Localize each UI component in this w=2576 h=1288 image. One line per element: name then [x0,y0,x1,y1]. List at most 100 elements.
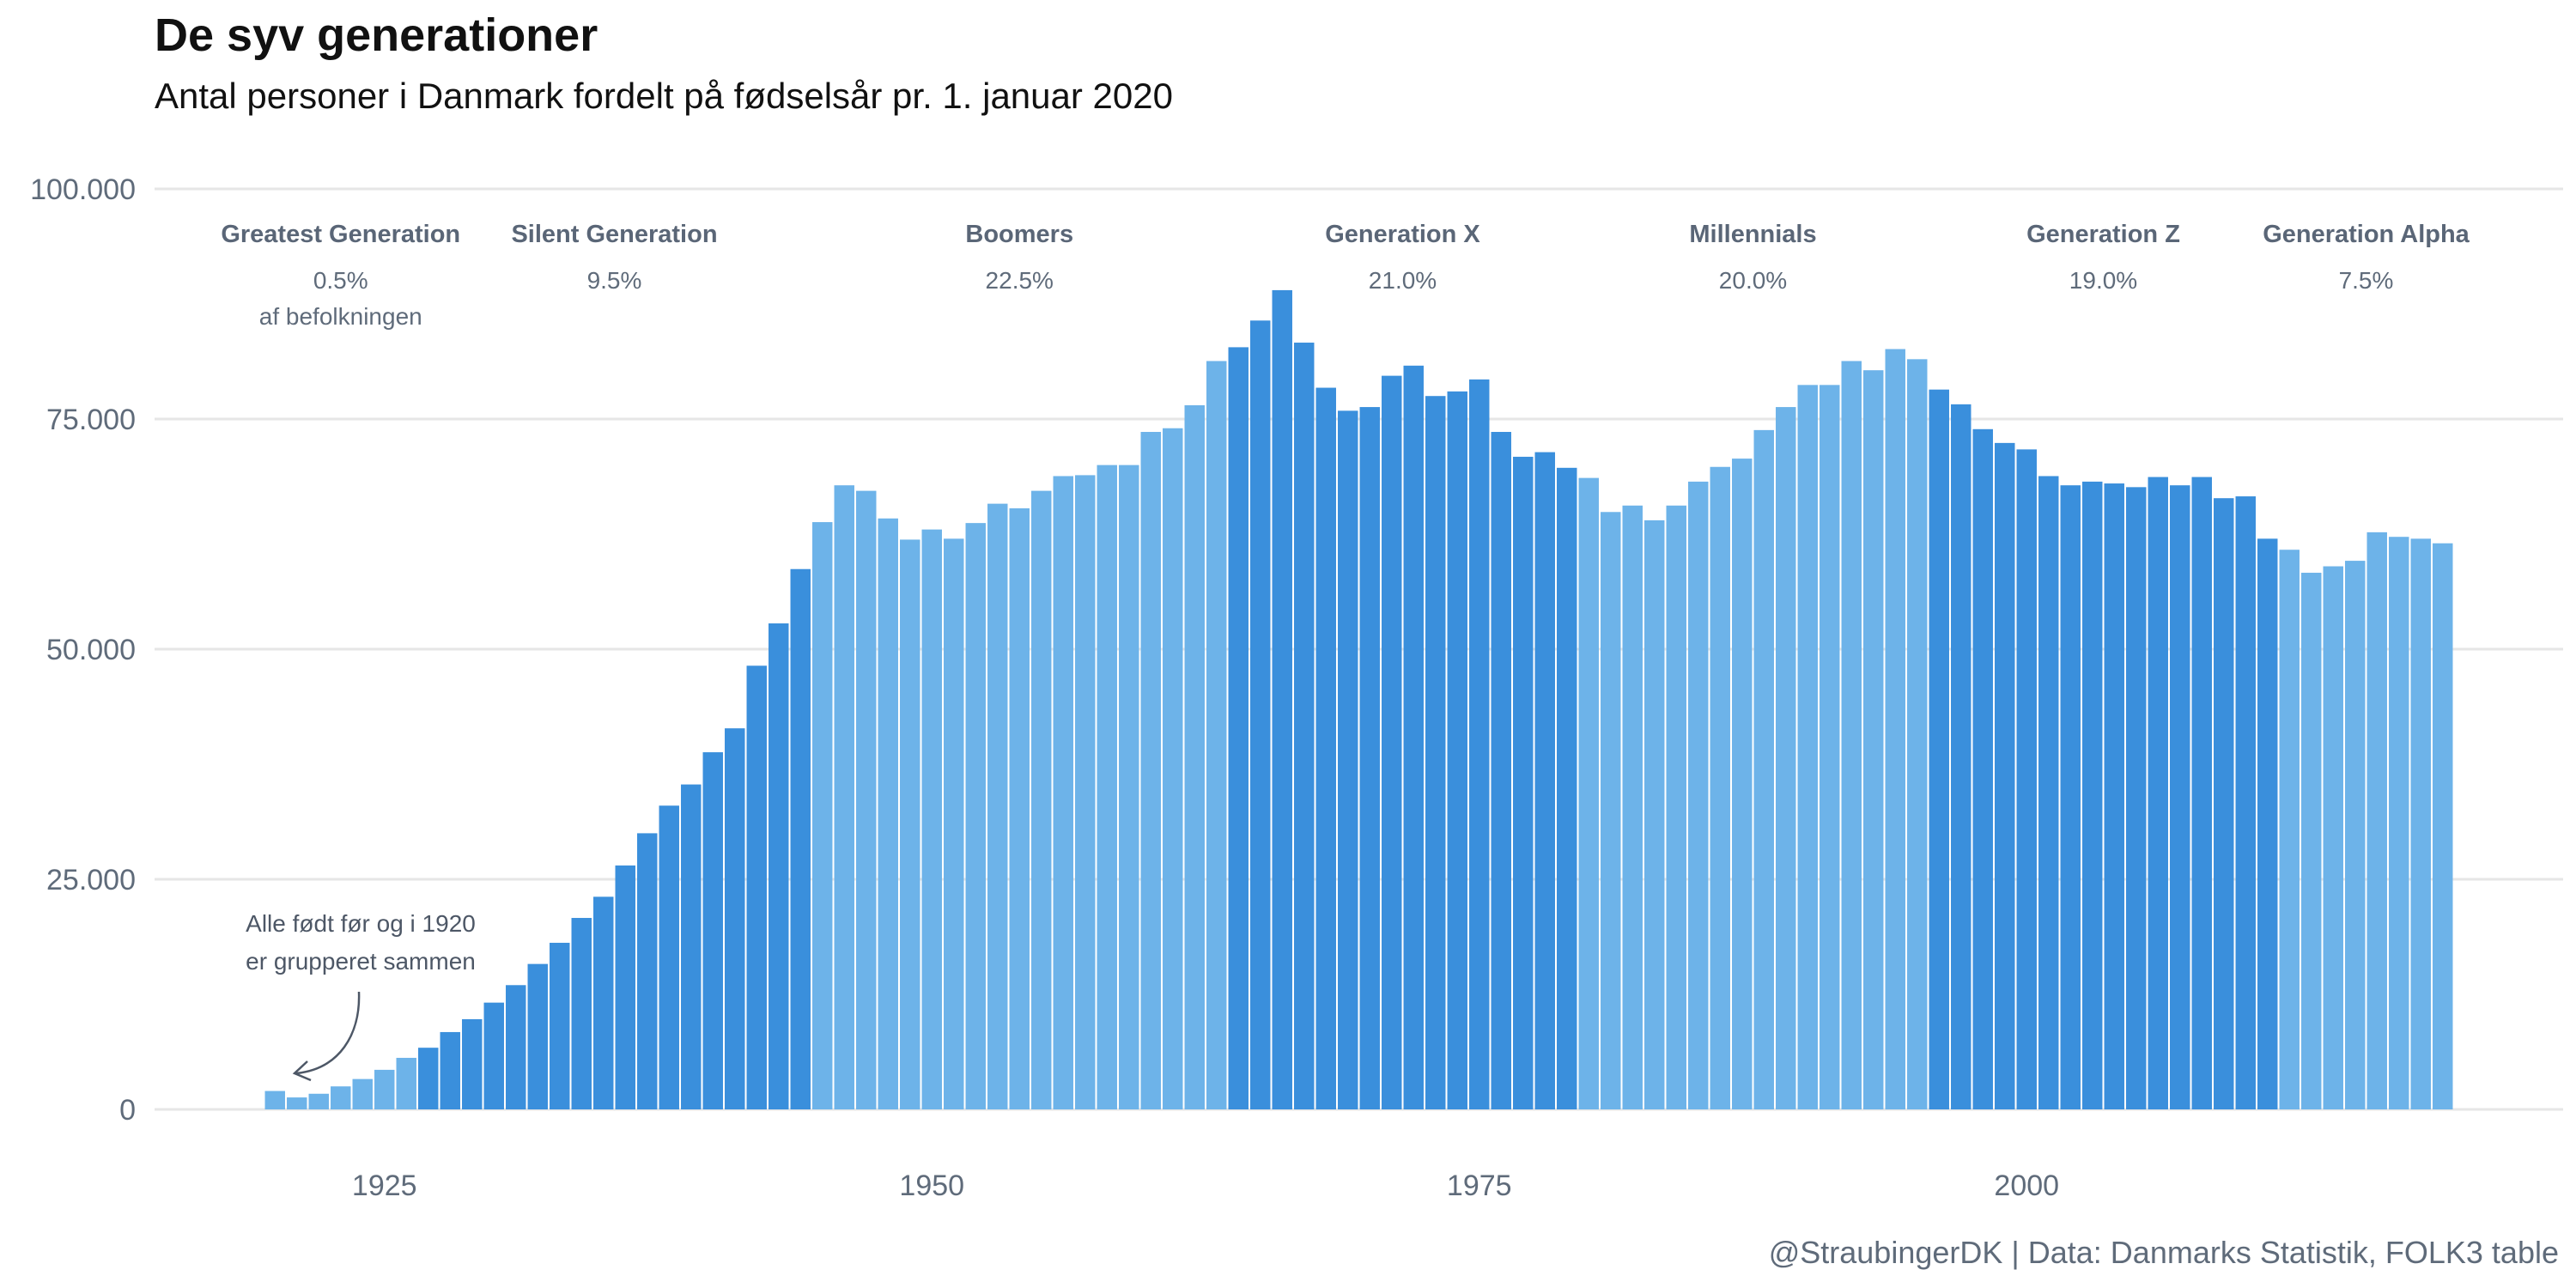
bar-1991 [1820,385,1840,1109]
bar-1956 [1053,476,1073,1109]
bar-1939 [681,784,702,1109]
bar-1927 [418,1048,439,1109]
annotation-line-1: Alle født før og i 1920 [246,910,476,937]
bar-1999 [1995,442,2015,1109]
bar-2014 [2323,566,2343,1109]
bar-1983 [1644,519,1665,1109]
bar-1937 [637,833,658,1109]
bar-1935 [593,896,614,1109]
generation-share-note: af befolkningen [259,303,422,330]
bar-2019 [2433,543,2453,1109]
bar-2012 [2279,550,2300,1109]
bar-2015 [2345,561,2366,1109]
grouping-annotation: Alle født før og i 1920 er grupperet sam… [246,910,476,1082]
bar-2016 [2366,532,2387,1109]
bar-1950 [921,529,942,1109]
bar-1953 [987,503,1008,1109]
bar-1969 [1338,410,1358,1109]
annotation-arrowhead [292,1060,312,1082]
y-tick-label: 0 [119,1094,136,1127]
bar-1944 [790,568,811,1109]
bar-1985 [1688,481,1709,1109]
x-tick-label: 2000 [1994,1170,2059,1202]
bar-1931 [506,985,526,1109]
generation-name: Generation Z [2026,221,2180,248]
bar-1995 [1907,359,1928,1109]
bar-1984 [1666,505,1686,1109]
bar-1974 [1447,391,1467,1110]
bar-1994 [1885,349,1905,1109]
bar-1948 [878,518,898,1109]
generation-share: 22.5% [986,267,1054,294]
bar-1938 [659,805,679,1109]
bar-1996 [1929,389,1949,1109]
y-axis-tick-labels: 0 25.000 50.000 75.000 100.000 [30,173,136,1127]
bar-1982 [1622,505,1643,1109]
bar-1923 [331,1086,351,1109]
generation-share: 9.5% [587,267,642,294]
generation-name: Boomers [965,221,1073,248]
bar-2009 [2214,498,2234,1109]
bar-1925 [374,1069,395,1109]
bar-1920 [264,1091,285,1109]
bar-1926 [396,1057,416,1109]
bar-1940 [702,752,723,1109]
bar-1970 [1359,407,1380,1110]
bar-2002 [2060,485,2081,1109]
bar-1993 [1863,370,1884,1110]
bar-1976 [1491,432,1511,1109]
bar-1961 [1163,428,1183,1110]
bar-1981 [1601,512,1621,1109]
bar-1930 [483,1002,504,1109]
bar-1964 [1228,347,1249,1109]
chart-title: De syv generationer [155,9,598,61]
source-caption: @StraubingerDK | Data: Danmarks Statisti… [1768,1235,2559,1270]
x-tick-label: 1975 [1447,1170,1512,1202]
bar-1997 [1951,404,1971,1109]
bar-1922 [308,1093,329,1109]
bar-2007 [2170,485,2190,1109]
generation-name: Silent Generation [511,221,717,248]
bar-1928 [440,1031,460,1109]
bar-1977 [1513,456,1534,1109]
bar-1957 [1075,475,1096,1109]
chart-subtitle: Antal personer i Danmark fordelt på føds… [155,76,1173,116]
bar-1965 [1250,320,1271,1109]
bar-1990 [1797,385,1818,1109]
bar-2005 [2126,487,2147,1109]
bar-1979 [1557,467,1577,1109]
y-tick-label: 25.000 [46,864,136,896]
bar-1933 [550,942,570,1109]
generation-name: Generation Alpha [2263,221,2470,248]
bar-1992 [1841,361,1862,1109]
bar-1959 [1119,465,1139,1109]
bar-1989 [1776,407,1796,1110]
bar-1966 [1272,289,1292,1109]
bar-2008 [2191,477,2212,1109]
bar-1942 [746,665,767,1109]
bar-2018 [2410,538,2431,1109]
bar-1946 [834,485,854,1109]
bar-1932 [527,963,548,1109]
generation-share: 21.0% [1369,267,1437,294]
bar-1955 [1031,490,1052,1109]
bar-1924 [352,1078,373,1109]
bar-1949 [900,539,920,1109]
generation-labels: Greatest Generation 0.5% af befolkningen Si… [221,221,2470,330]
bar-1936 [615,865,635,1109]
bar-1987 [1732,459,1753,1109]
x-tick-label: 1925 [352,1170,417,1202]
bar-2003 [2082,481,2103,1109]
x-tick-label: 1950 [899,1170,964,1202]
x-axis-tick-labels: 1925 1950 1975 2000 [352,1170,2059,1202]
bar-1986 [1710,466,1730,1109]
bar-1954 [1009,507,1030,1109]
bar-2017 [2389,537,2409,1109]
bar-1962 [1184,404,1205,1109]
bar-1971 [1382,375,1402,1110]
bar-1941 [725,728,745,1109]
bar-2001 [2038,476,2059,1109]
bar-1973 [1425,396,1446,1109]
annotation-arrow [295,991,361,1075]
